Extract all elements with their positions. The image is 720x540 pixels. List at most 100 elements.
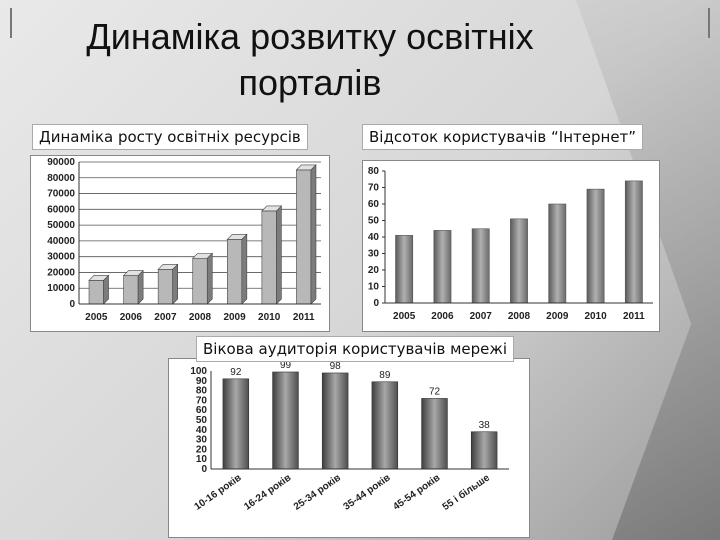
bar — [395, 235, 414, 304]
bar — [471, 228, 490, 304]
y-tick-label: 0 — [201, 464, 207, 475]
y-tick-label: 50 — [196, 415, 208, 426]
x-tick-label: 2008 — [508, 311, 531, 322]
bar-top — [226, 234, 248, 240]
y-tick-label: 40 — [196, 425, 208, 436]
x-tick-label: 2006 — [120, 312, 143, 323]
data-label: 92 — [230, 367, 242, 378]
x-tick-label: 2005 — [85, 312, 108, 323]
data-label: 89 — [379, 370, 391, 381]
bar — [548, 203, 567, 304]
internet-users-chart: 0 10 20 30 40 50 60 70 80 2005 2006 2007 2008 2009 201… — [362, 160, 660, 332]
bar-side — [172, 263, 178, 305]
y-tick-label: 90000 — [47, 157, 75, 168]
y-tick-label: 20000 — [47, 267, 75, 278]
chart-title-resources: Динаміка росту освітніх ресурсів — [32, 124, 308, 150]
x-tick-label: 55 і більше — [440, 471, 492, 513]
x-tick-label: 2007 — [154, 312, 177, 323]
x-tick-label: 2007 — [470, 311, 493, 322]
y-tick-label: 40 — [368, 232, 380, 243]
y-tick-label: 50 — [368, 216, 380, 227]
bar — [88, 280, 104, 305]
bar-side — [276, 205, 282, 305]
bar — [272, 371, 299, 470]
x-tick-label: 2006 — [431, 311, 454, 322]
frame-stripe-right — [708, 8, 710, 38]
bar-top — [295, 164, 317, 171]
data-label: 98 — [330, 361, 342, 372]
y-tick-label: 40000 — [47, 236, 75, 247]
bar — [433, 230, 452, 304]
age-audience-chart: 0 10 20 30 40 50 60 70 80 90 100 92 10-16 років 99 16-… — [168, 358, 530, 538]
x-tick-label: 2008 — [189, 312, 212, 323]
y-tick-label: 10 — [196, 454, 208, 465]
bar-top — [192, 252, 213, 259]
x-tick-label: 2011 — [623, 311, 645, 322]
bar-side — [206, 252, 213, 305]
y-tick-label: 100 — [190, 366, 207, 377]
data-label: 72 — [429, 386, 441, 397]
x-tick-label: 16-24 років — [242, 472, 293, 512]
resources-chart-svg: 0 10000 20000 30000 40000 50000 60000 70000 8000… — [47, 157, 321, 323]
x-tick-label: 25-34 років — [292, 472, 343, 512]
bar — [157, 268, 173, 305]
bar — [371, 381, 399, 470]
bar — [123, 275, 139, 305]
x-tick-label: 2009 — [546, 311, 569, 322]
y-tick-label: 30 — [368, 249, 380, 260]
bar-top — [88, 275, 110, 281]
frame-stripe-left — [10, 8, 12, 38]
y-tick-label: 70000 — [47, 189, 75, 200]
y-tick-label: 10000 — [47, 283, 75, 294]
y-tick-label: 60000 — [47, 204, 75, 215]
data-label: 38 — [479, 420, 491, 431]
y-tick-label: 30000 — [47, 252, 75, 263]
bar — [624, 180, 643, 304]
y-tick-label: 30 — [196, 435, 208, 446]
bar-top — [122, 270, 144, 276]
bar — [296, 169, 312, 305]
bar — [510, 218, 528, 304]
x-tick-label: 2011 — [293, 312, 315, 323]
y-tick-label: 50000 — [47, 220, 75, 231]
bar — [586, 188, 605, 304]
bar — [227, 239, 243, 305]
x-tick-label: 2010 — [584, 311, 607, 322]
y-tick-label: 60 — [196, 405, 208, 416]
y-tick-label: 80 — [196, 386, 208, 397]
data-label: 99 — [280, 360, 292, 371]
bar — [261, 210, 277, 305]
y-tick-label: 20 — [368, 265, 380, 276]
bar-side — [137, 269, 144, 305]
resources-chart: 0 10000 20000 30000 40000 50000 60000 70000 8000… — [30, 155, 330, 332]
bar — [222, 378, 250, 470]
bar-top — [261, 205, 283, 212]
y-tick-label: 10 — [368, 282, 380, 293]
y-tick-label: 80 — [368, 166, 380, 177]
bar-top — [157, 263, 179, 270]
y-tick-label: 90 — [196, 376, 208, 387]
bar — [421, 398, 448, 470]
decorative-frame — [10, 8, 710, 38]
y-tick-label: 20 — [196, 444, 208, 455]
y-tick-label: 0 — [69, 299, 75, 310]
y-tick-label: 70 — [196, 395, 208, 406]
chart-title-internet-users: Відсоток користувачів “Інтернет” — [362, 124, 644, 150]
y-tick-label: 0 — [373, 298, 379, 309]
bar — [192, 257, 208, 305]
internet-users-chart-svg: 0 10 20 30 40 50 60 70 80 2005 2006 2007 2008 2009 201… — [368, 166, 653, 322]
x-tick-label: 10-16 років — [193, 472, 244, 512]
bar — [470, 431, 498, 470]
chart-title-age-audience: Вікова аудиторія користувачів мережі — [196, 336, 515, 362]
bar-side — [310, 164, 317, 305]
y-tick-label: 80000 — [47, 173, 75, 184]
y-tick-label: 70 — [368, 183, 380, 194]
page-title: Динаміка розвитку освітніх порталів — [86, 16, 534, 103]
x-tick-label: 35-44 років — [342, 472, 393, 512]
x-tick-label: 2010 — [258, 312, 281, 323]
x-tick-label: 2009 — [223, 312, 246, 323]
x-tick-label: 45-54 років — [391, 472, 442, 512]
y-tick-label: 60 — [368, 199, 380, 210]
bar — [321, 372, 349, 470]
